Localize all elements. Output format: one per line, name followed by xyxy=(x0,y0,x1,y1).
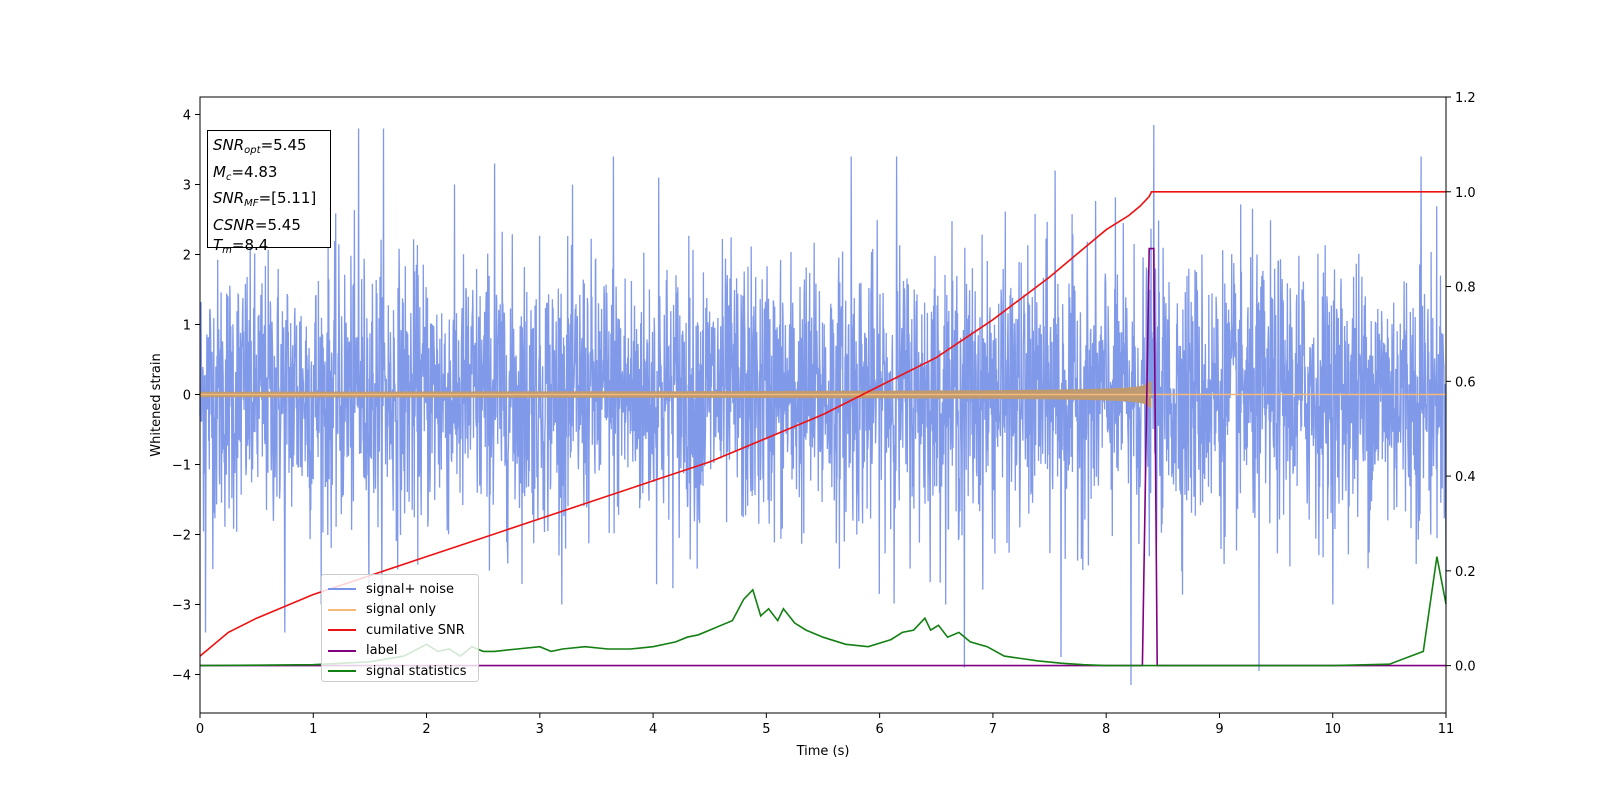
y2-tick-label: 0.4 xyxy=(1455,470,1476,485)
legend-label: signal statistics xyxy=(366,663,467,679)
x-tick-label: 4 xyxy=(649,722,657,737)
x-tick-label: 0 xyxy=(196,722,204,737)
legend-item-signal-statistics: signal statistics xyxy=(328,661,472,682)
x-tick-label: 10 xyxy=(1324,722,1341,737)
legend-item-signal-only: signal only xyxy=(328,600,472,621)
x-tick-label: 5 xyxy=(762,722,770,737)
annotation-snr-opt: SNRopt=5.45 xyxy=(213,136,307,156)
y-axis-label: Whitened strain xyxy=(149,353,164,456)
annotation-tm: Tm=8.4 xyxy=(213,236,269,256)
y-tick-label: 3 xyxy=(183,179,191,194)
legend-swatch xyxy=(328,608,356,611)
x-tick-label: 1 xyxy=(309,722,317,737)
y-tick-label: −1 xyxy=(172,459,191,474)
legend-item-signal-noise: signal+ noise xyxy=(328,579,472,600)
y-tick-label: −3 xyxy=(172,599,191,614)
x-tick-label: 9 xyxy=(1215,722,1223,737)
annotation-box: SNRopt=5.45 Mc=4.83 SNRMF=[5.11] CSNR=5.… xyxy=(207,130,331,256)
series-cumilative-snr xyxy=(199,191,1446,657)
legend-label: label xyxy=(366,643,398,659)
series-signal-statistics xyxy=(199,556,1447,667)
legend-item-label: label xyxy=(328,641,472,662)
y2-tick-label: 1.0 xyxy=(1455,186,1476,201)
y-tick-label: −2 xyxy=(172,529,191,544)
y-axis-left: 4 3 2 1 0 −1 −2 −3 −4 xyxy=(172,109,200,684)
y2-tick-label: 0.6 xyxy=(1455,375,1476,390)
legend-swatch xyxy=(328,670,356,673)
x-axis: 0 1 2 3 4 5 6 7 8 9 10 11 xyxy=(196,713,1454,737)
x-axis-label: Time (s) xyxy=(796,744,850,759)
y-tick-label: 1 xyxy=(183,319,191,334)
x-tick-label: 6 xyxy=(875,722,883,737)
legend-swatch xyxy=(328,588,356,591)
legend-label: signal+ noise xyxy=(366,581,455,597)
x-tick-label: 7 xyxy=(989,722,997,737)
legend-swatch xyxy=(328,649,356,652)
signal-noise-trace xyxy=(199,124,1447,686)
y-tick-label: 4 xyxy=(183,109,191,124)
x-tick-label: 3 xyxy=(536,722,544,737)
legend-item-cumilative-snr: cumilative SNR xyxy=(328,620,472,641)
y-tick-label: 2 xyxy=(183,249,191,264)
x-tick-label: 2 xyxy=(422,722,430,737)
annotation-snr-mf: SNRMF=[5.11] xyxy=(213,189,317,209)
y-tick-label: −4 xyxy=(172,669,191,684)
legend-label: cumilative SNR xyxy=(366,622,465,638)
annotation-mc: Mc=4.83 xyxy=(213,162,278,183)
x-tick-label: 8 xyxy=(1102,722,1110,737)
annotation-csnr: CSNR=5.45 xyxy=(213,215,301,234)
legend: signal+ noise signal only cumilative SNR… xyxy=(321,574,479,682)
legend-label: signal only xyxy=(366,602,437,618)
x-tick-label: 11 xyxy=(1438,722,1455,737)
y-axis-right: 1.2 1.0 0.8 0.6 0.4 0.2 0.0 xyxy=(1446,91,1476,675)
series-signal-noise xyxy=(199,124,1447,686)
y2-tick-label: 0.8 xyxy=(1455,281,1476,296)
y2-tick-label: 0.2 xyxy=(1455,565,1476,580)
y2-tick-label: 0.0 xyxy=(1455,660,1476,675)
legend-swatch xyxy=(328,629,356,632)
plot-frame xyxy=(199,96,1447,714)
y-tick-label: 0 xyxy=(183,389,191,404)
series-signal-only xyxy=(200,380,1446,409)
y2-tick-label: 1.2 xyxy=(1455,91,1476,106)
plot-area xyxy=(199,124,1447,686)
